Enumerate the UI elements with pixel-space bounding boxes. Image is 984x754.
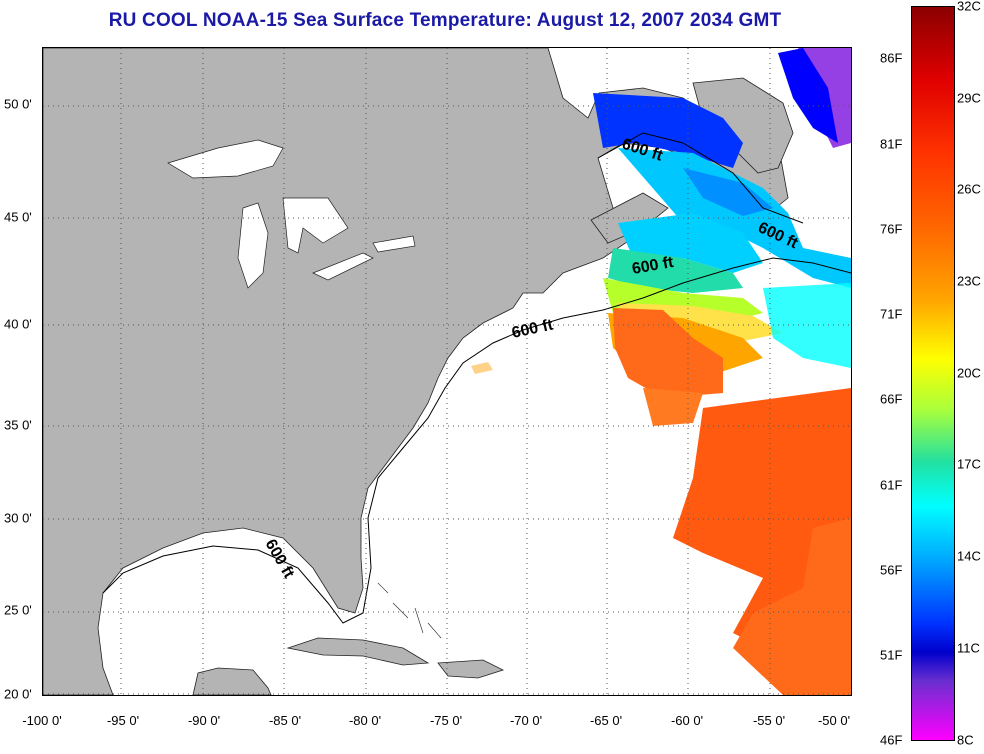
x-tick-label: -85 0': [268, 713, 302, 728]
colorbar-c-label: 14C: [957, 548, 981, 564]
colorbar-c-label: 20C: [957, 365, 981, 381]
lake-huron: [282, 197, 349, 254]
colorbar-f-label: 81F: [880, 136, 903, 152]
x-tick-label: -90 0': [187, 713, 221, 728]
colorbar-c-label: 26C: [957, 181, 981, 197]
lake-superior: [167, 139, 284, 179]
yucatan-land: [192, 667, 272, 695]
x-tick-label: -100 0': [22, 713, 62, 728]
colorbar-f-label: 51F: [880, 647, 903, 663]
colorbar-f-label: 61F: [880, 477, 903, 493]
y-tick-label: 50 0': [4, 96, 32, 112]
lake-erie: [312, 252, 374, 281]
cuba-land: [286, 637, 430, 666]
colorbar-c-label: 8C: [957, 732, 974, 748]
map-title: RU COOL NOAA-15 Sea Surface Temperature:…: [108, 10, 782, 31]
colorbar-f-label: 46F: [880, 732, 903, 748]
colorbar-f-label: 71F: [880, 306, 903, 322]
colorbar-f-label: 86F: [880, 50, 903, 66]
sst-map[interactable]: 600 ft 600 ft 600 ft 600 ft 600 ft: [42, 47, 852, 696]
x-tick-label: -95 0': [106, 713, 140, 728]
x-tick-label: -65 0': [589, 713, 623, 728]
bahamas-land: [377, 582, 442, 639]
hispaniola-land: [437, 659, 505, 679]
x-tick-label: -75 0': [429, 713, 463, 728]
y-tick-label: 40 0': [4, 316, 32, 332]
colorbar-c-label: 29C: [957, 90, 981, 106]
y-tick-label: 20 0': [4, 686, 32, 702]
isobath-600ft: [102, 257, 851, 624]
sst-data: [471, 48, 851, 695]
x-tick-label: -70 0': [509, 713, 543, 728]
lake-ontario: [372, 235, 416, 253]
y-tick-label: 25 0': [4, 602, 32, 618]
y-tick-label: 30 0': [4, 510, 32, 526]
colorbar-c-label: 11C: [957, 640, 980, 656]
colorbar-c-label: 32C: [957, 0, 981, 14]
colorbar-c-label: 17C: [957, 456, 981, 472]
x-tick-label: -50 0': [817, 713, 851, 728]
lake-michigan: [237, 202, 269, 289]
isobath-600ft-north: [597, 132, 804, 224]
map-canvas: 600 ft 600 ft 600 ft 600 ft 600 ft: [43, 48, 851, 695]
x-tick-label: -55 0': [752, 713, 786, 728]
x-tick-label: -80 0': [348, 713, 382, 728]
y-tick-label: 45 0': [4, 209, 32, 225]
colorbar-f-label: 56F: [880, 562, 903, 578]
y-tick-label: 35 0': [4, 417, 32, 433]
x-tick-label: -60 0': [670, 713, 704, 728]
temperature-colorbar: [911, 6, 955, 741]
colorbar-f-label: 66F: [880, 391, 903, 407]
colorbar-f-label: 76F: [880, 221, 903, 237]
colorbar-c-label: 23C: [957, 273, 981, 289]
contour-label: 600 ft: [510, 316, 555, 341]
